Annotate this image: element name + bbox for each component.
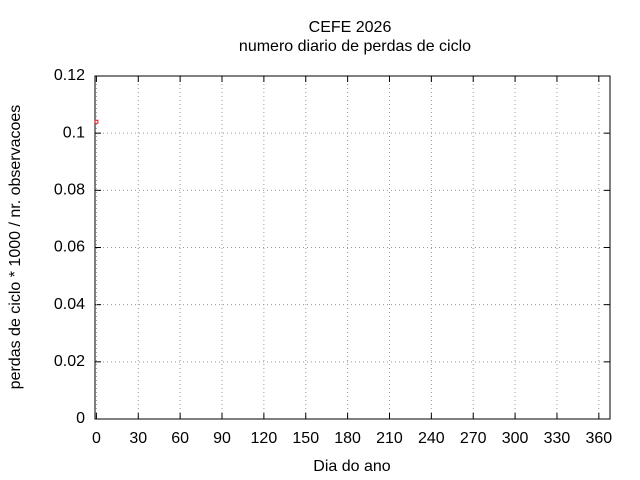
x-tick-label: 30 — [129, 430, 147, 447]
chart-title: CEFE 2026 — [309, 19, 392, 36]
x-tick-label: 180 — [334, 430, 361, 447]
y-tick-label: 0.02 — [54, 353, 85, 370]
x-tick-label: 210 — [376, 430, 403, 447]
y-tick-label: 0 — [76, 410, 85, 427]
y-tick-label: 0.1 — [63, 124, 85, 141]
plot-frame — [94, 75, 611, 420]
x-tick-label: 330 — [544, 430, 571, 447]
chart-subtitle: numero diario de perdas de ciclo — [239, 38, 471, 55]
x-tick-label: 240 — [418, 430, 445, 447]
y-tick-label: 0.12 — [54, 67, 85, 84]
x-tick-label: 90 — [213, 430, 231, 447]
x-tick-label: 0 — [92, 430, 101, 447]
x-tick-label: 120 — [251, 430, 278, 447]
x-tick-label: 300 — [502, 430, 529, 447]
x-tick-label: 150 — [292, 430, 319, 447]
y-tick-label: 0.06 — [54, 239, 85, 256]
y-axis-label: perdas de ciclo * 1000 / nr. observacoes — [7, 105, 24, 390]
x-tick-label: 360 — [585, 430, 612, 447]
x-axis-label: Dia do ano — [313, 458, 390, 475]
x-tick-label: 60 — [171, 430, 189, 447]
y-tick-label: 0.04 — [54, 296, 85, 313]
point — [94, 119, 99, 124]
x-tick-label: 270 — [460, 430, 487, 447]
y-tick-label: 0.08 — [54, 182, 85, 199]
